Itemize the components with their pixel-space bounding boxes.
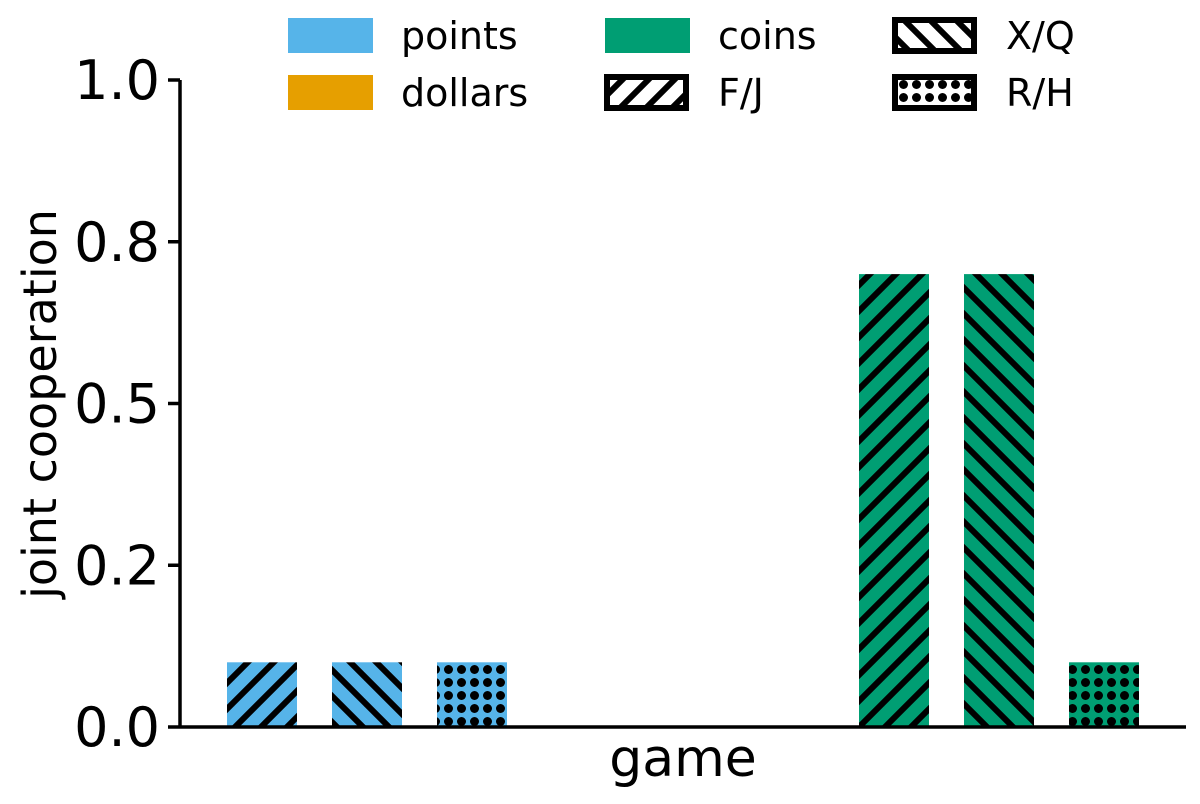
bar-points-f-j <box>227 662 297 727</box>
y-tick-label: 0.5 <box>74 373 160 436</box>
legend-label: coins <box>718 14 817 58</box>
legend-swatch <box>892 17 977 54</box>
axes-group: 0.0 0.2 0.5 0.8 1.0 joint cooperation game <box>13 49 1186 789</box>
legend-swatch <box>288 75 373 110</box>
x-axis-label: game <box>609 729 757 789</box>
legend-swatch <box>604 74 689 111</box>
legend-label: points <box>401 14 518 58</box>
legend-item-x-q: X/Q <box>892 14 1075 58</box>
y-axis-label: joint cooperation <box>13 209 67 600</box>
legend-swatch <box>605 18 690 53</box>
bar-coins-r-h <box>1069 662 1139 727</box>
bar-coins-f-j <box>859 274 929 727</box>
legend-label: X/Q <box>1006 14 1075 58</box>
legend-label: R/H <box>1006 71 1074 115</box>
legend-item-f-j: F/J <box>604 71 764 115</box>
y-tick-label: 1.0 <box>74 49 160 112</box>
legend-label: dollars <box>401 71 528 115</box>
y-tick-label: 0.2 <box>74 534 160 597</box>
bar-points-r-h <box>437 662 507 727</box>
legend-item-dollars: dollars <box>288 71 528 115</box>
y-tick-label: 0.0 <box>74 696 160 759</box>
legend-item-coins: coins <box>605 14 817 58</box>
y-tick-label: 0.8 <box>74 211 160 274</box>
chart-legend: points dollars coins F/J X/Q R/H <box>288 14 1075 115</box>
bar-points-x-q <box>332 662 402 727</box>
legend-label: F/J <box>718 71 764 115</box>
bars-group <box>227 274 1139 727</box>
legend-item-r-h: R/H <box>892 71 1074 115</box>
legend-swatch <box>288 18 373 53</box>
bar-coins-x-q <box>964 274 1034 727</box>
legend-swatch <box>892 74 977 111</box>
legend-item-points: points <box>288 14 518 58</box>
